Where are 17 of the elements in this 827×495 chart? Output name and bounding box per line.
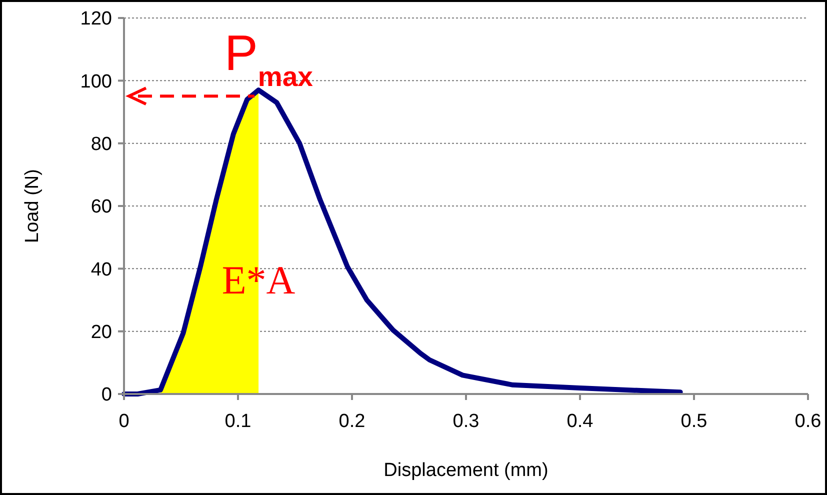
y-tick-label: 100 [80, 71, 112, 92]
x-tick-label: 0.2 [338, 411, 366, 432]
y-tick-label: 60 [90, 196, 112, 218]
x-tick-label: 0.5 [680, 411, 708, 432]
x-tick-label: 0 [118, 411, 130, 432]
y-tick-label: 20 [90, 322, 112, 343]
x-tick-label: 0.6 [794, 411, 822, 432]
x-tick-label: 0.3 [452, 411, 480, 432]
y-axis-title: Load (N) [22, 169, 43, 243]
x-tick-label: 0.1 [224, 411, 252, 432]
y-tick-label: 0 [101, 384, 112, 406]
annotation: P$_{max}$ [224, 25, 314, 92]
y-tick-label: 120 [80, 8, 112, 30]
x-tick-label: 0.4 [566, 411, 594, 432]
y-tick-label: 80 [90, 134, 112, 155]
y-tick-label: 40 [90, 259, 112, 280]
x-axis-title: Displacement (mm) [384, 460, 548, 481]
